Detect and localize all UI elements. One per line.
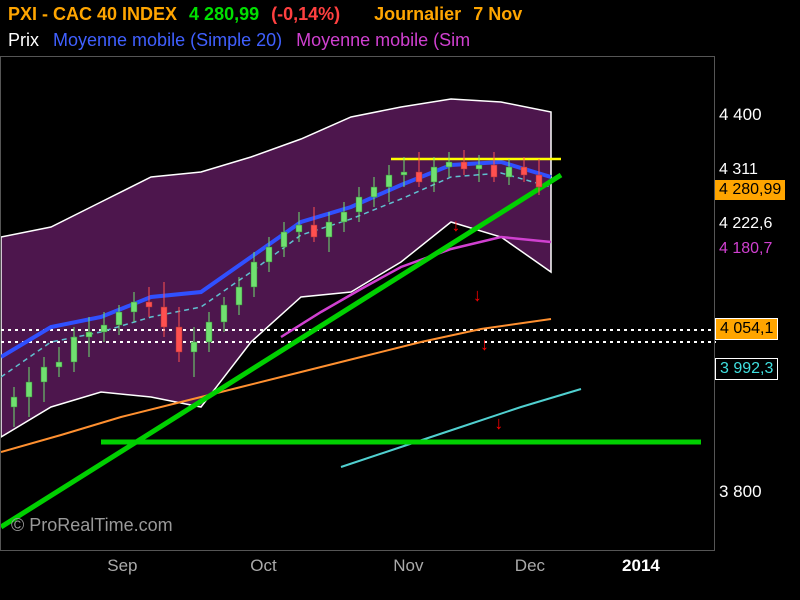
y-tick-label: 3 800: [719, 482, 762, 502]
x-tick-label: Dec: [515, 556, 545, 576]
timeframe-label: Journalier: [374, 4, 461, 25]
x-tick-label: Nov: [393, 556, 423, 576]
down-arrow-icon: ↓: [480, 334, 489, 355]
x-tick-label: 2014: [622, 556, 660, 576]
indicator-prix: Prix: [8, 30, 39, 51]
indicator-ma20: Moyenne mobile (Simple 20): [53, 30, 282, 51]
price-tag: 4 222,6: [715, 214, 776, 234]
down-arrow-icon: ↓: [473, 285, 482, 306]
chart-svg: [1, 57, 716, 552]
price-label: 4 280,99: [189, 4, 259, 25]
chart-container: PXI - CAC 40 INDEX 4 280,99 (-0,14%) Jou…: [0, 0, 800, 600]
chart-header: PXI - CAC 40 INDEX 4 280,99 (-0,14%) Jou…: [0, 0, 800, 28]
x-tick-label: Sep: [107, 556, 137, 576]
watermark: © ProRealTime.com: [11, 515, 173, 536]
down-arrow-icon: ↓: [494, 413, 503, 434]
symbol-label: PXI - CAC 40 INDEX: [8, 4, 177, 25]
price-tag: 4 054,1: [715, 318, 778, 340]
change-label: (-0,14%): [271, 4, 340, 25]
price-tag: 4 280,99: [715, 180, 785, 200]
y-axis: 4 400 3 800 4 3114 280,99 4 222,6 4 180,7 4 0…: [715, 56, 800, 551]
x-tick-label: Oct: [250, 556, 276, 576]
indicator-legend: Prix Moyenne mobile (Simple 20) Moyenne …: [8, 30, 470, 51]
indicator-ma2: Moyenne mobile (Sim: [296, 30, 470, 51]
price-tag: 3 992,3: [715, 358, 778, 380]
chart-plot-area[interactable]: ↓ ↓ ↓ ↓ © ProRealTime.com: [0, 56, 715, 551]
price-tag: 4 180,7: [715, 239, 776, 259]
date-label: 7 Nov: [473, 4, 522, 25]
down-arrow-icon: ↓: [451, 215, 460, 236]
price-tag: 4 311: [715, 160, 762, 180]
y-tick-label: 4 400: [719, 105, 762, 125]
x-axis: Sep Oct Nov Dec 2014: [0, 552, 715, 600]
